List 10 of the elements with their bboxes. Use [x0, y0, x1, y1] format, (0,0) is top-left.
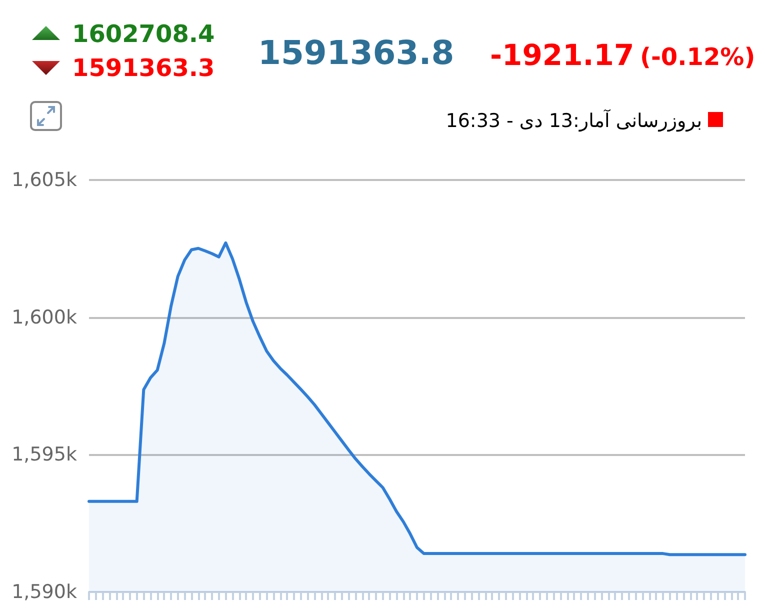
- text: (-0.12%): [640, 43, 756, 71]
- text: 1591363.8: [258, 33, 454, 72]
- y-tick-label: 1,605k: [12, 169, 77, 191]
- y-tick-label: 1,590k: [12, 581, 77, 603]
- text: 1602708.4: [72, 20, 215, 48]
- text: 1591363.3: [72, 54, 215, 82]
- text: -1921.17: [490, 38, 634, 72]
- text: بروزرسانی آمار:13 دی - 16:33: [446, 110, 702, 132]
- y-tick-label: 1,600k: [12, 306, 77, 328]
- y-tick-label: 1,595k: [12, 444, 77, 466]
